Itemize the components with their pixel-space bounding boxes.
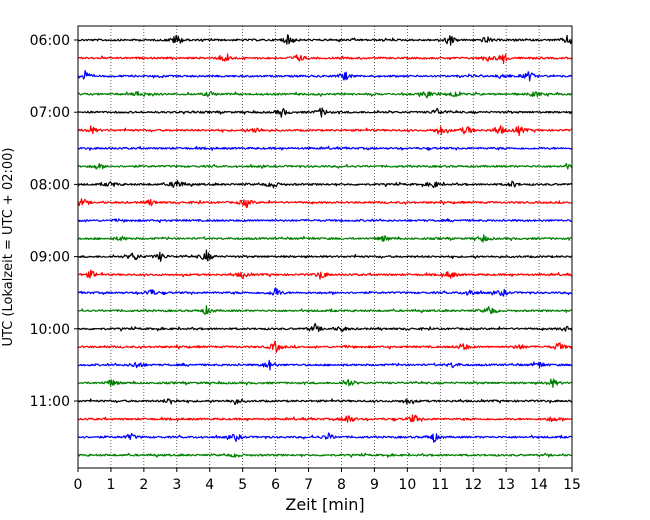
y-tick-label: 08:00 (30, 177, 70, 193)
seismogram-trace (77, 180, 573, 189)
y-tick-label: 09:00 (30, 250, 70, 266)
x-tick-label: 8 (337, 477, 346, 493)
trace-layer (77, 34, 573, 458)
x-tick-label: 15 (563, 477, 581, 493)
seismogram-trace (77, 414, 573, 423)
seismogram-trace (77, 249, 573, 262)
y-tick-label: 06:00 (30, 33, 70, 49)
seismogram-trace (77, 218, 572, 224)
seismogram-trace (77, 125, 573, 137)
seismogram-trace (77, 269, 573, 280)
x-tick-label: 5 (238, 477, 247, 493)
x-tick-label: 6 (271, 477, 280, 493)
seismogram-trace (77, 305, 573, 315)
x-tick-label: 11 (431, 477, 449, 493)
seismogram-trace (77, 378, 573, 389)
seismogram-trace (77, 53, 573, 65)
y-tick-label: 11:00 (30, 394, 70, 410)
y-tick-label: 10:00 (30, 322, 70, 338)
seismogram-trace (77, 34, 573, 46)
x-tick-label: 7 (304, 477, 313, 493)
seismogram-trace (77, 145, 573, 151)
x-tick-label: 14 (530, 477, 548, 493)
seismogram-trace (77, 398, 573, 405)
seismogram-trace (77, 162, 573, 170)
x-axis-ticks: 0 1 2 3 4 5 6 7 8 9 10 11 12 13 14 15 (74, 468, 581, 493)
x-tick-label: 10 (398, 477, 416, 493)
y-tick-label: 07:00 (30, 105, 70, 121)
seismogram-trace (77, 359, 573, 371)
seismogram-trace (77, 452, 573, 458)
seismogram-trace (77, 234, 573, 243)
x-tick-label: 13 (497, 477, 515, 493)
x-tick-label: 0 (74, 477, 83, 493)
x-tick-label: 12 (464, 477, 482, 493)
seismogram-trace (77, 432, 573, 443)
plot-frame (77, 25, 573, 469)
x-tick-label: 2 (139, 477, 148, 493)
seismogram-trace (77, 198, 573, 209)
seismogram-trace (77, 90, 573, 99)
x-axis-title: Zeit [min] (285, 495, 364, 514)
x-tick-label: 9 (370, 477, 379, 493)
seismogram-trace (77, 322, 573, 333)
seismogram-trace (77, 287, 573, 297)
seismogram-trace (77, 340, 573, 353)
x-tick-label: 4 (205, 477, 214, 493)
seismogram-trace (77, 107, 573, 118)
x-tick-label: 3 (172, 477, 181, 493)
y-axis-ticks: 06:00 07:00 08:00 09:00 10:00 11:00 (30, 33, 78, 410)
seismogram-trace (77, 70, 573, 82)
x-tick-label: 1 (106, 477, 115, 493)
y-axis-title: UTC (Lokalzeit = UTC + 02:00) (1, 148, 16, 347)
